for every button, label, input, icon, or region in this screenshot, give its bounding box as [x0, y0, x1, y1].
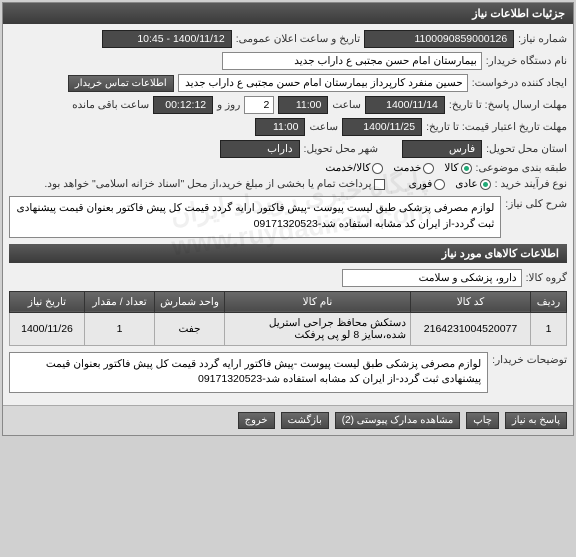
cell-date: 1400/11/26 — [10, 312, 85, 345]
buyer-note-value: لوازم مصرفی پزشکی طبق لیست پیوست -پیش فا… — [9, 352, 488, 394]
table-header-row: ردیف کد کالا نام کالا واحد شمارش تعداد /… — [10, 291, 567, 312]
need-no-label: شماره نیاز: — [518, 33, 567, 45]
footer-buttons: پاسخ به نیاز چاپ مشاهده مدارک پیوستی (2)… — [3, 405, 573, 435]
back-button[interactable]: بازگشت — [281, 412, 329, 429]
cell-qty: 1 — [85, 312, 155, 345]
items-table: ردیف کد کالا نام کالا واحد شمارش تعداد /… — [9, 291, 567, 346]
pay-check-label: پرداخت تمام یا بخشی از مبلغ خرید،از محل … — [44, 178, 371, 190]
buyer-label: نام دستگاه خریدار: — [486, 55, 567, 67]
province-value: فارس — [402, 140, 482, 158]
announce-label: تاریخ و ساعت اعلان عمومی: — [236, 33, 360, 45]
buyer-note-label: توضیحات خریدار: — [492, 350, 567, 366]
radio-off-icon — [423, 163, 434, 174]
group-value: دارو، پزشکی و سلامت — [342, 269, 522, 287]
col-row: ردیف — [531, 291, 567, 312]
buyer-value: بیمارستان امام حسن مجتبی ع داراب جدید — [222, 52, 482, 70]
countdown: 00:12:12 — [153, 96, 213, 114]
deadline2-label: مهلت تاریخ اعتبار قیمت: تا تاریخ: — [426, 121, 567, 133]
class-radio-both[interactable]: کالا/خدمت — [325, 162, 383, 174]
buy-opt-b: فوری — [409, 178, 433, 190]
class-opt-b: خدمت — [393, 162, 421, 174]
buytype-radio-group: عادی فوری — [409, 178, 491, 190]
province-label: استان محل تحویل: — [486, 143, 567, 155]
announce-value: 1400/11/12 - 10:45 — [102, 30, 232, 48]
days-label: روز و — [217, 99, 240, 111]
cell-name: دستکش محافظ جراحی استریل شده،سایز 8 لو پ… — [225, 312, 411, 345]
radio-on-icon — [461, 163, 472, 174]
requester-label: ایجاد کننده درخواست: — [472, 77, 567, 89]
deadline2-time-label: ساعت — [309, 121, 338, 133]
col-qty: تعداد / مقدار — [85, 291, 155, 312]
pay-check[interactable]: پرداخت تمام یا بخشی از مبلغ خرید،از محل … — [44, 178, 384, 190]
deadline2-time: 11:00 — [255, 118, 305, 136]
city-label: شهر محل تحویل: — [304, 143, 379, 155]
days-value: 2 — [244, 96, 274, 114]
contact-button[interactable]: اطلاعات تماس خریدار — [68, 75, 174, 92]
need-desc-label: شرح کلی نیاز: — [505, 194, 567, 210]
panel-body: پایگاه خبری رویداد ایران www.ruydadiran.… — [3, 24, 573, 405]
remain-label: ساعت باقی مانده — [72, 99, 149, 111]
radio-off-icon — [372, 163, 383, 174]
cell-unit: جفت — [155, 312, 225, 345]
deadline1-date: 1400/11/14 — [365, 96, 445, 114]
col-code: کد کالا — [411, 291, 531, 312]
panel-title: جزئیات اطلاعات نیاز — [3, 3, 573, 24]
buytype-label: نوع فرآیند خرید : — [495, 178, 567, 190]
class-radio-kala[interactable]: کالا — [444, 162, 471, 174]
buy-opt-a: عادی — [455, 178, 477, 190]
class-opt-a: کالا — [444, 162, 458, 174]
deadline2-date: 1400/11/25 — [342, 118, 422, 136]
cell-row: 1 — [531, 312, 567, 345]
print-button[interactable]: چاپ — [466, 412, 499, 429]
deadline1-time-label: ساعت — [332, 99, 361, 111]
col-name: نام کالا — [225, 291, 411, 312]
class-opt-c: کالا/خدمت — [325, 162, 370, 174]
buytype-radio-normal[interactable]: عادی — [455, 178, 490, 190]
class-radio-khedmat[interactable]: خدمت — [393, 162, 434, 174]
exit-button[interactable]: خروج — [238, 412, 275, 429]
group-label: گروه کالا: — [526, 272, 567, 284]
cell-code: 2164231004520077 — [411, 312, 531, 345]
class-label: طبقه بندی موضوعی: — [476, 162, 567, 174]
deadline1-time: 11:00 — [278, 96, 328, 114]
main-panel: جزئیات اطلاعات نیاز پایگاه خبری رویداد ا… — [2, 2, 574, 436]
col-date: تاریخ نیاز — [10, 291, 85, 312]
table-row[interactable]: 1 2164231004520077 دستکش محافظ جراحی است… — [10, 312, 567, 345]
city-value: داراب — [220, 140, 300, 158]
need-desc-value: لوازم مصرفی پزشکی طبق لیست پیوست -پیش فا… — [9, 196, 501, 238]
checkbox-icon — [374, 179, 385, 190]
col-unit: واحد شمارش — [155, 291, 225, 312]
items-section-title: اطلاعات کالاهای مورد نیاز — [9, 244, 567, 263]
attachments-button[interactable]: مشاهده مدارک پیوستی (2) — [335, 412, 461, 429]
buytype-radio-urgent[interactable]: فوری — [409, 178, 446, 190]
radio-off-icon — [434, 179, 445, 190]
requester-value: حسین منفرد کارپرداز بیمارستان امام حسن م… — [178, 74, 468, 92]
need-no-value: 1100090859000126 — [364, 30, 514, 48]
class-radio-group: کالا خدمت کالا/خدمت — [325, 162, 471, 174]
deadline1-label: مهلت ارسال پاسخ: تا تاریخ: — [449, 99, 567, 111]
reply-button[interactable]: پاسخ به نیاز — [505, 412, 567, 429]
radio-on-icon — [480, 179, 491, 190]
